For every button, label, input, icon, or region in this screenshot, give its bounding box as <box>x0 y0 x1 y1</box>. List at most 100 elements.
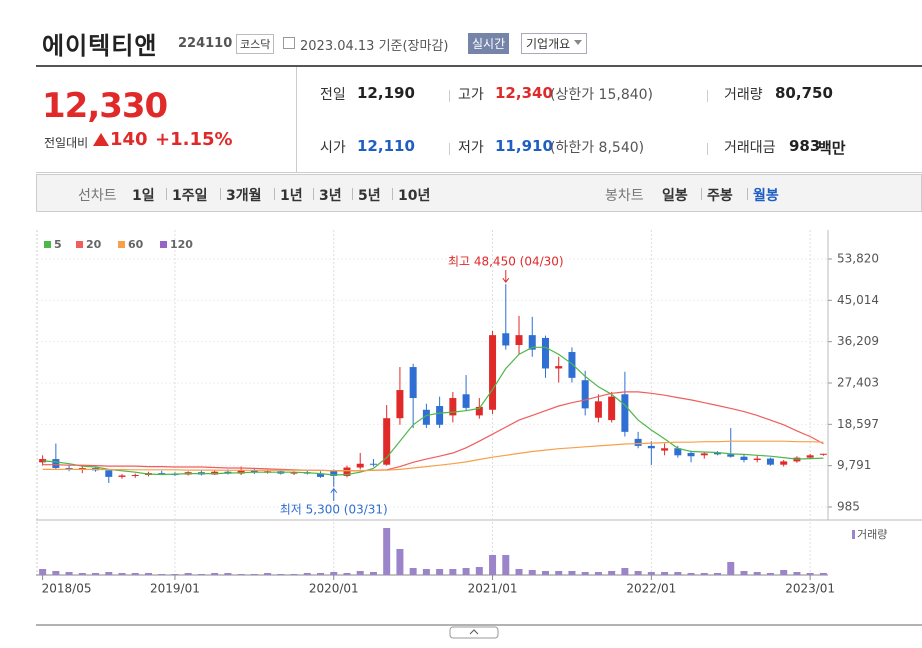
volume-bar <box>39 569 47 575</box>
volume-bar <box>422 569 430 575</box>
candle-body <box>555 366 563 369</box>
tab-separator <box>352 188 353 200</box>
collapse-button[interactable] <box>449 626 499 639</box>
chart: 거래량 985 9,791 18,597 27,403 36,209 45,014 53,8… <box>36 230 922 639</box>
change-pct: +1.15% <box>155 129 233 150</box>
candle-body <box>396 390 404 419</box>
volume-bar <box>383 528 391 575</box>
candle-body <box>674 448 682 456</box>
candle-body <box>489 335 497 410</box>
volume-bar <box>727 562 735 575</box>
change-label: 전일대비 <box>44 136 89 150</box>
candle-body <box>462 394 470 408</box>
volume-bar <box>78 573 86 575</box>
tab-separator <box>701 188 702 200</box>
volume-bar <box>753 572 761 575</box>
ma-line <box>42 346 824 476</box>
separator <box>707 143 708 155</box>
x-tick-label: 2019/01 <box>150 582 200 596</box>
volume-bar <box>621 568 629 575</box>
candle-body <box>634 438 642 446</box>
volume-bar <box>449 569 457 575</box>
volume-bar <box>687 573 695 575</box>
quote-extra: (상한가 15,840) <box>550 87 654 103</box>
candle-body <box>568 352 576 378</box>
volume-bar <box>793 572 801 575</box>
tab[interactable]: 5년 <box>358 188 381 204</box>
legend-label: 120 <box>170 238 193 251</box>
volume-bar <box>105 572 113 575</box>
tab[interactable]: 월봉 <box>753 188 779 204</box>
volume-bar <box>594 572 602 575</box>
dropdown-arrow <box>574 40 583 45</box>
tab[interactable]: 주봉 <box>707 188 733 204</box>
separator <box>707 90 708 102</box>
tab[interactable]: 일봉 <box>662 188 688 204</box>
volume-bar <box>409 568 417 575</box>
tab-separator <box>166 188 167 200</box>
quote-label: 거래대금 <box>724 140 776 156</box>
candle-body <box>118 475 126 477</box>
quote-label: 전일 <box>320 87 346 103</box>
separator <box>449 143 450 155</box>
candle-body <box>502 333 510 346</box>
candle-body <box>647 445 655 449</box>
candle-body <box>515 335 523 345</box>
tab[interactable]: 1일 <box>132 188 155 204</box>
candle-body <box>594 401 602 418</box>
tab[interactable]: 3개월 <box>226 188 262 204</box>
candle-body <box>422 409 430 425</box>
candle-body <box>700 453 708 456</box>
quote-value: 80,750 <box>775 84 833 102</box>
company-button[interactable]: 기업개요 <box>521 33 588 54</box>
candle-body <box>330 471 338 476</box>
tab[interactable]: 1주일 <box>172 188 208 204</box>
realtime-button[interactable]: 실시간 <box>468 33 510 54</box>
volume-bar <box>555 571 563 575</box>
volume-bar <box>65 572 73 575</box>
volume-bar <box>343 573 351 575</box>
volume-bar <box>144 573 152 575</box>
y-tick-label: 9,791 <box>837 458 871 472</box>
volume-bar <box>806 573 814 575</box>
candle-body <box>383 418 391 465</box>
candle-body <box>753 458 761 460</box>
volume-bar <box>330 572 338 575</box>
x-tick-label: 2020/01 <box>309 582 359 596</box>
quote-extra: (하한가 8,540) <box>550 140 645 156</box>
volume-bar <box>541 571 549 575</box>
volume-bar <box>661 572 669 575</box>
volume-bar <box>489 555 497 575</box>
quote-label: 저가 <box>458 140 484 156</box>
volume-bar <box>290 574 298 575</box>
tab[interactable]: 3년 <box>319 188 342 204</box>
volume-bar <box>740 571 748 575</box>
tab[interactable]: 1년 <box>280 188 303 204</box>
volume-bar <box>317 573 325 575</box>
volume-bar <box>581 572 589 575</box>
volume-bar <box>502 555 510 575</box>
quote-value: 12,110 <box>357 137 415 155</box>
candle-body <box>740 456 748 460</box>
tab-separator <box>747 188 748 200</box>
quote-label: 거래량 <box>724 87 763 103</box>
candle-body <box>687 452 695 457</box>
candle-body <box>528 335 536 350</box>
quote-label: 시가 <box>320 140 346 156</box>
calendar-icon <box>283 37 295 49</box>
volume-bar <box>436 569 444 575</box>
volume-bar <box>528 570 536 575</box>
volume-bar <box>158 574 166 575</box>
volume-bar <box>171 574 179 575</box>
tab-separator <box>313 188 314 200</box>
y-tick-label: 27,403 <box>837 375 879 389</box>
volume-bar <box>264 573 272 575</box>
tab-group-label: 봉차트 <box>605 188 644 204</box>
y-tick-label: 45,014 <box>837 293 879 307</box>
quote-value: 983 <box>789 137 821 155</box>
tab[interactable]: 10년 <box>398 188 431 204</box>
candle-body <box>436 406 444 425</box>
candle-body <box>250 470 258 473</box>
volume-bar <box>250 574 258 575</box>
